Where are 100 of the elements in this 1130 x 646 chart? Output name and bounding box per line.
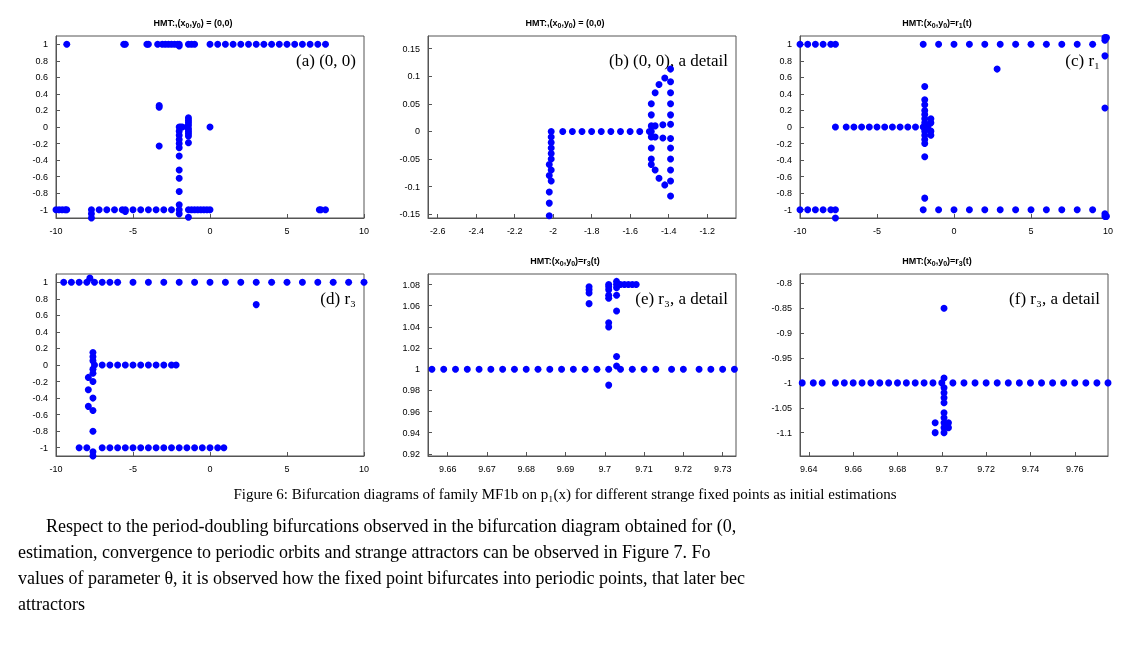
x-tick-label: 0: [207, 463, 213, 474]
x-tick-label: 9.7: [935, 463, 949, 474]
point: [569, 365, 577, 373]
y-tick-label: -0.6: [32, 171, 48, 182]
y-tick-label: -0.8: [776, 188, 792, 199]
x-tick-label: 9.67: [478, 463, 496, 474]
point: [1071, 379, 1079, 387]
y-tick-label: 0.15: [402, 43, 420, 54]
x-tick-label: 5: [284, 225, 290, 236]
point: [607, 127, 615, 135]
point: [1004, 379, 1012, 387]
x-tick-label: -5: [128, 225, 138, 236]
point: [647, 111, 655, 119]
point: [849, 379, 857, 387]
y-tick-label: 0.94: [402, 427, 420, 438]
x-tick-label: 9.66: [438, 463, 457, 474]
point: [867, 379, 875, 387]
point: [605, 365, 613, 373]
point: [651, 89, 659, 97]
annotation: (f) r₃, a detail: [1009, 289, 1101, 308]
point: [545, 188, 553, 196]
point: [940, 399, 948, 407]
x-tick-label: 9.72: [674, 463, 693, 474]
y-tick-label: 0.2: [779, 105, 792, 116]
x-tick-label: 5: [284, 463, 290, 474]
point: [647, 161, 655, 168]
y-tick-label: -0.8: [32, 426, 48, 437]
point: [931, 429, 939, 437]
y-tick-label: 0.6: [35, 72, 48, 83]
y-tick-label: 1.02: [402, 343, 420, 354]
y-tick-label: 0.8: [35, 55, 48, 66]
annotation: (d) r₃: [320, 289, 357, 308]
point: [545, 172, 553, 180]
point: [667, 120, 675, 128]
point: [452, 365, 459, 373]
point: [667, 192, 675, 200]
text: Respect to the period-doubling bifurcations observed in the bifurcation diagram obtained for (0,: [45, 515, 738, 538]
point: [719, 365, 727, 373]
y-tick-label: -0.2: [32, 138, 48, 149]
point: [818, 379, 826, 387]
x-tick-label: 10: [358, 463, 370, 474]
y-tick-label: -1: [783, 377, 792, 388]
point: [1015, 379, 1023, 387]
caption: Figure 6: Bifurcation diagrams of family MF1b on p₁(x) for different strange fixed points as initial estimations: [232, 486, 898, 503]
y-tick-label: 0.2: [35, 105, 48, 116]
point: [982, 379, 990, 387]
point: [545, 161, 553, 168]
y-tick-label: -0.2: [776, 138, 792, 149]
point: [809, 379, 817, 387]
x-tick-label: -2.6: [429, 225, 446, 236]
x-tick-label: -10: [793, 225, 807, 236]
y-tick-label: 0.05: [402, 98, 420, 109]
annotation: (b) (0, 0), a detail: [609, 51, 729, 70]
point: [534, 365, 542, 373]
x-tick-label: -2.4: [468, 225, 484, 236]
y-tick-label: 0.4: [35, 326, 48, 337]
x-tick-label: 9.72: [977, 463, 995, 474]
y-tick-label: 0.4: [779, 88, 792, 99]
x-tick-label: 10: [1102, 225, 1114, 236]
point: [707, 365, 715, 373]
point: [659, 121, 667, 129]
y-tick-label: 0: [414, 126, 420, 137]
y-tick-label: -0.6: [32, 409, 48, 420]
point: [931, 419, 939, 427]
point: [659, 134, 667, 142]
point: [1026, 379, 1034, 387]
point: [568, 127, 576, 135]
x-tick-label: 9.76: [1066, 463, 1084, 474]
point: [628, 365, 636, 373]
point: [667, 111, 675, 119]
y-tick-label: -1: [39, 442, 48, 453]
point: [667, 89, 675, 97]
point: [463, 365, 471, 373]
x-tick-label: 9.68: [517, 463, 535, 474]
x-tick-label: -1.8: [583, 225, 600, 236]
point: [1049, 379, 1057, 387]
y-tick-label: 1: [42, 39, 48, 50]
text: attractors: [18, 593, 86, 616]
text: values of parameter θ, it is observed how the fixed point bifurcates into periodic points, that later bec: [18, 567, 746, 590]
y-tick-label: -0.4: [776, 155, 792, 166]
y-tick-label: 0.6: [779, 72, 792, 83]
y-tick-label: 0.8: [779, 55, 792, 66]
point: [499, 365, 507, 373]
point: [578, 127, 586, 135]
y-tick-label: -0.8: [32, 188, 48, 199]
y-tick-label: 0.4: [35, 88, 48, 99]
point: [617, 127, 624, 135]
x-tick-label: -2.2: [506, 225, 523, 236]
point: [558, 365, 566, 373]
x-tick-label: 9.64: [800, 463, 818, 474]
point: [667, 135, 675, 143]
point: [831, 379, 839, 387]
x-tick-label: -1.2: [699, 225, 715, 236]
x-tick-label: 5: [1028, 225, 1034, 236]
y-tick-label: -1.1: [776, 427, 792, 438]
y-tick-label: 0.92: [402, 448, 420, 459]
point: [667, 155, 675, 163]
point: [440, 365, 448, 373]
point: [902, 379, 910, 387]
y-tick-label: 0: [786, 122, 792, 132]
